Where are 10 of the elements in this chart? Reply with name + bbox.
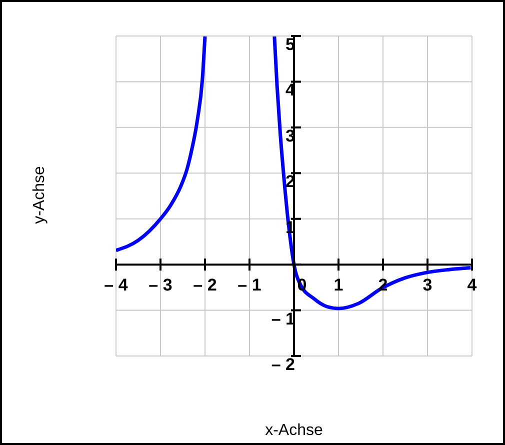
- y-axis-title: y-Achse: [31, 166, 49, 224]
- x-tick-label: – 2: [193, 276, 217, 295]
- x-tick-label: – 3: [148, 276, 172, 295]
- x-tick-label: 1: [334, 276, 344, 295]
- x-tick-label: 4: [467, 276, 478, 295]
- x-tick-label: – 4: [104, 276, 128, 295]
- x-tick-label: – 1: [238, 276, 262, 295]
- x-axis-title: x-Achse: [265, 422, 323, 440]
- y-tick-label: – 2: [271, 355, 295, 374]
- x-tick-label: 3: [422, 276, 432, 295]
